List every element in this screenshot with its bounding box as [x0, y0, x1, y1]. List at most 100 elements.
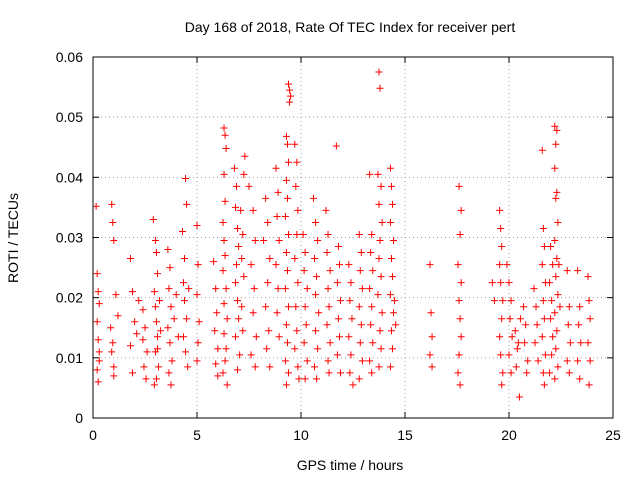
- data-point: [584, 273, 592, 281]
- data-point: [553, 188, 561, 196]
- data-point: [109, 218, 117, 226]
- data-point: [184, 363, 192, 371]
- data-point: [281, 212, 289, 220]
- y-tick-label: 0.02: [56, 290, 83, 306]
- x-axis-label: GPS time / hours: [297, 457, 404, 473]
- data-point: [549, 261, 557, 269]
- data-point: [286, 86, 294, 94]
- data-point: [506, 315, 514, 323]
- data-point: [554, 363, 562, 371]
- data-point: [230, 164, 238, 172]
- data-point: [368, 230, 376, 238]
- data-point: [312, 291, 320, 299]
- data-point: [221, 131, 229, 139]
- data-point: [291, 345, 299, 353]
- data-point: [110, 372, 118, 380]
- data-point: [356, 267, 364, 275]
- data-point: [309, 194, 317, 202]
- data-point: [563, 357, 571, 365]
- data-point: [389, 345, 397, 353]
- data-point: [455, 297, 463, 305]
- data-point: [108, 348, 116, 356]
- data-point: [94, 378, 102, 386]
- data-point: [247, 261, 255, 269]
- data-point: [152, 375, 160, 383]
- data-point: [374, 170, 382, 178]
- data-point: [151, 237, 159, 245]
- data-point: [347, 279, 355, 287]
- data-point: [126, 255, 134, 263]
- data-point: [521, 339, 529, 347]
- data-point: [214, 372, 222, 380]
- data-point: [538, 261, 546, 269]
- data-point: [149, 215, 157, 223]
- data-point: [233, 182, 241, 190]
- data-point: [335, 261, 343, 269]
- data-point: [263, 345, 271, 353]
- data-point: [139, 306, 147, 314]
- data-point: [194, 261, 202, 269]
- data-point: [549, 333, 557, 341]
- data-point: [181, 255, 189, 263]
- data-point: [265, 327, 273, 335]
- data-point: [585, 297, 593, 305]
- data-point: [282, 132, 290, 140]
- data-point: [266, 363, 274, 371]
- data-point: [369, 339, 377, 347]
- x-tick-label: 20: [501, 427, 517, 443]
- data-point: [551, 122, 559, 130]
- data-point: [274, 285, 282, 293]
- data-point: [194, 339, 202, 347]
- data-point: [93, 270, 101, 278]
- data-point: [312, 218, 320, 226]
- data-point: [377, 273, 385, 281]
- data-point: [129, 369, 137, 377]
- data-point: [377, 345, 385, 353]
- data-point: [376, 327, 384, 335]
- x-tick-label: 5: [193, 427, 201, 443]
- data-point: [586, 315, 594, 323]
- data-point: [539, 297, 547, 305]
- data-point: [548, 351, 556, 359]
- data-point: [167, 381, 175, 389]
- data-point: [150, 381, 158, 389]
- data-point: [334, 315, 342, 323]
- data-point: [95, 357, 103, 365]
- data-point: [311, 255, 319, 263]
- data-point: [333, 351, 341, 359]
- data-point: [153, 333, 161, 341]
- data-point: [293, 158, 301, 166]
- data-point: [367, 249, 375, 257]
- data-point: [231, 333, 239, 341]
- data-point: [355, 230, 363, 238]
- data-point: [275, 237, 283, 245]
- data-point: [456, 315, 464, 323]
- data-point: [260, 237, 268, 245]
- data-point: [376, 237, 384, 245]
- data-point: [349, 381, 357, 389]
- data-point: [182, 348, 190, 356]
- data-point: [532, 303, 540, 311]
- data-point: [454, 369, 462, 377]
- data-point: [287, 92, 295, 100]
- data-point: [273, 212, 281, 220]
- data-point: [214, 345, 222, 353]
- data-point: [143, 348, 151, 356]
- data-point: [110, 237, 118, 245]
- data-point: [555, 261, 563, 269]
- data-point: [164, 246, 172, 254]
- data-point: [546, 279, 554, 287]
- data-point: [240, 273, 248, 281]
- data-point: [281, 285, 289, 293]
- data-point: [541, 351, 549, 359]
- data-point: [387, 255, 395, 263]
- data-point: [345, 333, 353, 341]
- data-point: [348, 315, 356, 323]
- data-point: [264, 279, 272, 287]
- data-point: [282, 321, 290, 329]
- data-point: [367, 321, 375, 329]
- data-point: [337, 297, 345, 305]
- y-tick-label: 0: [75, 410, 83, 426]
- data-point: [264, 218, 272, 226]
- data-point: [301, 249, 309, 257]
